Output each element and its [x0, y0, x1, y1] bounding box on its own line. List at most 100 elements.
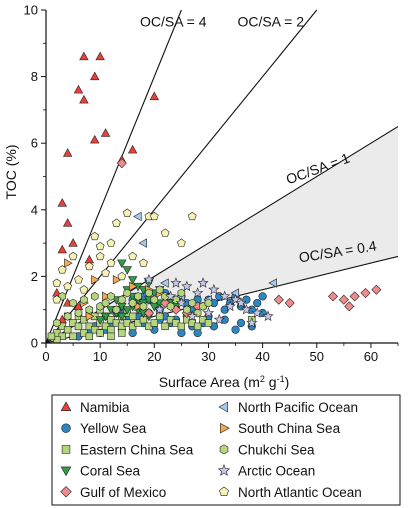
legend-item: Chukchi Sea: [219, 442, 315, 457]
y-tick-label: 8: [31, 69, 38, 84]
legend-item: Coral Sea: [60, 464, 141, 479]
legend-item: Namibia: [60, 400, 130, 415]
data-point: [236, 318, 246, 328]
data-point: [112, 305, 121, 315]
data-point: [68, 251, 78, 261]
data-point: [273, 294, 284, 305]
data-point: [100, 128, 111, 137]
data-point: [117, 259, 127, 269]
data-point: [85, 311, 95, 322]
data-point: [74, 308, 83, 318]
data-points: [47, 51, 382, 344]
data-point: [95, 241, 105, 251]
data-point: [155, 285, 164, 295]
data-point: [170, 277, 182, 288]
data-point: [230, 288, 240, 298]
data-point: [90, 71, 100, 81]
data-point: [62, 148, 73, 157]
legend-marker: [219, 486, 229, 497]
legend-item: North Atlantic Ocean: [219, 485, 362, 500]
data-point: [96, 329, 104, 337]
legend-marker: [60, 401, 72, 411]
data-point: [128, 298, 137, 308]
data-point: [181, 280, 193, 292]
legend-label: North Atlantic Ocean: [238, 485, 362, 500]
data-point: [57, 198, 67, 207]
data-point: [224, 300, 236, 312]
data-point: [95, 51, 105, 61]
data-point: [62, 218, 73, 227]
y-axis-label: TOC (%): [3, 145, 19, 200]
data-point: [268, 278, 277, 288]
data-point: [118, 295, 126, 305]
data-point: [91, 275, 100, 285]
data-point: [57, 265, 67, 274]
data-point: [240, 303, 252, 315]
x-tick-label: 20: [147, 349, 161, 364]
data-point: [156, 312, 164, 321]
data-point: [175, 297, 187, 308]
y-tick-label: 10: [24, 3, 38, 18]
data-point: [84, 254, 95, 264]
data-point: [73, 84, 84, 94]
data-point: [187, 211, 197, 221]
legend: Namibia Yellow Sea Eastern China Sea Coral …: [51, 394, 401, 506]
data-point: [208, 283, 220, 295]
data-point: [122, 306, 132, 315]
series-chukchi-sea: [53, 285, 213, 328]
data-point: [139, 258, 148, 267]
data-point: [122, 266, 132, 275]
axes: 0 10 20 30 40 50 60 0 2 4 6 8 10: [24, 3, 399, 364]
data-point: [154, 303, 166, 315]
x-axis-label: Surface Area (m2 g-1): [159, 374, 290, 390]
data-point: [231, 325, 240, 334]
data-point: [95, 251, 105, 261]
data-point: [85, 332, 94, 341]
data-point: [134, 301, 144, 312]
series-namibia: [52, 51, 160, 324]
data-point: [133, 211, 142, 222]
legend-item: Gulf of Mexico: [60, 485, 166, 500]
data-point: [360, 288, 371, 299]
data-point: [204, 298, 213, 308]
x-tick-label: 10: [93, 349, 107, 364]
data-point: [150, 319, 159, 327]
data-point: [204, 319, 213, 327]
y-tick-label: 0: [31, 336, 38, 351]
legend-marker: [220, 422, 230, 434]
data-point: [188, 298, 196, 308]
data-point: [193, 322, 202, 331]
legend-label: Coral Sea: [80, 464, 141, 479]
legend-label: Chukchi Sea: [238, 442, 315, 457]
legend-marker: [219, 444, 229, 455]
x-tick-label: 50: [310, 349, 324, 364]
data-point: [63, 281, 73, 291]
data-point: [117, 271, 127, 281]
data-point: [128, 328, 137, 338]
data-point: [90, 292, 99, 301]
data-point: [177, 288, 186, 298]
data-point: [145, 288, 153, 298]
data-point: [57, 244, 67, 254]
legend-label: South China Sea: [238, 421, 341, 436]
data-point: [79, 51, 89, 61]
data-point: [74, 322, 83, 331]
data-point: [63, 325, 72, 334]
data-point: [85, 305, 94, 315]
series-eastern-china-sea: [47, 305, 256, 344]
x-axis-label-sup2: -1: [277, 374, 285, 384]
data-point: [123, 288, 131, 298]
y-tick-label: 4: [31, 202, 38, 217]
data-point: [192, 287, 204, 298]
data-point: [84, 261, 94, 271]
series-arctic-ocean: [143, 273, 274, 328]
data-point: [202, 307, 214, 318]
data-point: [150, 295, 159, 305]
data-point: [349, 291, 360, 302]
data-point: [69, 298, 77, 308]
y-tick-label: 2: [31, 269, 38, 284]
data-point: [183, 305, 191, 315]
data-point: [143, 308, 154, 319]
legend-item: Yellow Sea: [61, 421, 147, 436]
